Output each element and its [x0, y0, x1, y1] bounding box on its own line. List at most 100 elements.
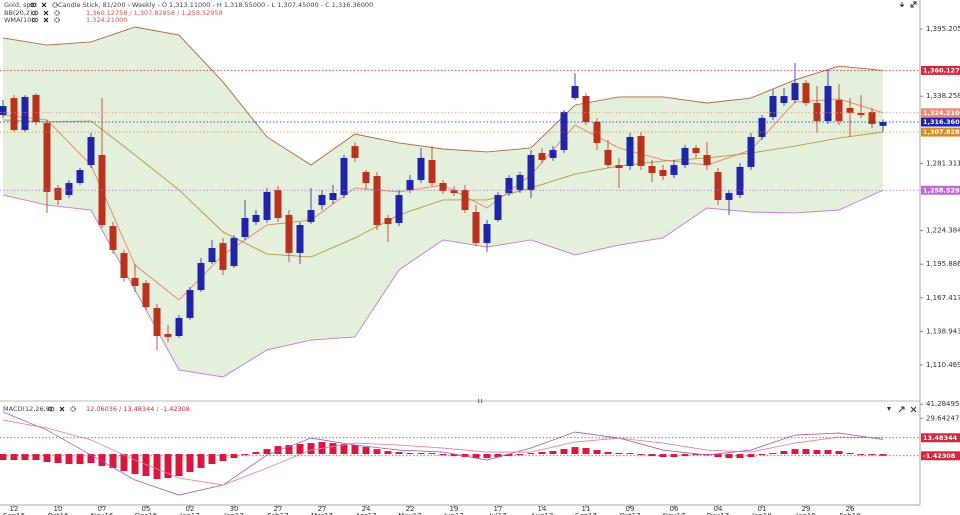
histogram-bar [131, 454, 139, 475]
candle-body [879, 122, 887, 126]
y-tick-label: 1,395.20572 [926, 25, 960, 33]
indicator-name: BB(20,2) [4, 9, 32, 17]
resize-handle[interactable] [481, 399, 483, 403]
y-tick-label: 1,167.41793 [926, 294, 960, 302]
histogram-bar [802, 449, 810, 455]
chart-subtitle: Candle Stick, 81/200 - Weekly - O 1,313.… [58, 1, 373, 9]
histogram-bar [857, 454, 865, 456]
histogram-bar [769, 453, 777, 455]
x-tick-sublabel: Sep17 [575, 512, 597, 515]
candle-body [615, 165, 623, 168]
histogram-bar [340, 444, 348, 455]
histogram-bar [0, 454, 7, 461]
x-tick-sublabel: Mar17 [311, 512, 333, 515]
x-tick-label: 14 [538, 505, 547, 513]
close-button[interactable] [910, 406, 917, 413]
band-fill [3, 26, 883, 377]
y-tick-label: 41.28495 [926, 400, 959, 408]
histogram-bar [120, 454, 128, 472]
y-tick-label: 1,110.46986 [926, 361, 960, 369]
candle-body [373, 176, 381, 225]
candle-body [263, 191, 271, 221]
y-tick-label: 1,338.25855 [926, 92, 960, 100]
histogram-bar [263, 449, 271, 455]
candle-body [109, 226, 117, 251]
candle-body [604, 149, 612, 166]
histogram-bar [846, 453, 854, 455]
candle-body [197, 262, 205, 291]
candle-body [549, 149, 557, 158]
candle-body [296, 224, 304, 253]
indicator-readout: 12.06036 / 13.48344 / -1.42308 [86, 405, 190, 413]
maximize-button[interactable] [898, 406, 905, 413]
histogram-bar [362, 447, 370, 455]
x-tick-label: 09 [626, 505, 635, 513]
x-tick-sublabel: May17 [398, 512, 421, 515]
candle-body [582, 96, 590, 122]
band-line [2, 26, 884, 166]
y-tick-label: 1,138.94345 [926, 327, 960, 335]
candle-body [175, 317, 183, 337]
candle-body [307, 210, 315, 223]
y-tick-label: 1,195.88662 [926, 260, 960, 268]
move-button[interactable] [887, 407, 891, 411]
candle-body [670, 165, 678, 175]
histogram-bar [164, 454, 172, 479]
histogram-bar [527, 453, 535, 455]
candle-body [450, 189, 458, 194]
candle-body [21, 96, 29, 131]
x-tick-sublabel: Oct16 [47, 512, 69, 515]
histogram-bar [175, 454, 183, 477]
indicator-name: WMA(10) [4, 16, 34, 24]
histogram-bar [560, 449, 568, 455]
marker-label: 1,258.52958 [923, 186, 960, 194]
histogram-bar [868, 454, 876, 456]
histogram-bar [285, 445, 293, 455]
marker-box [921, 127, 960, 137]
histogram-bar [813, 450, 821, 455]
candle-body [208, 248, 216, 263]
histogram-bar [516, 454, 524, 456]
candle-body [351, 146, 359, 158]
x-tick-label: 24 [362, 505, 371, 513]
histogram-bar [21, 454, 29, 461]
candle-body [65, 182, 73, 196]
candle-body [593, 121, 601, 143]
histogram-bar [219, 454, 227, 462]
x-tick-sublabel: Sep16 [3, 512, 26, 515]
histogram-bar [252, 452, 260, 455]
candle-body [219, 243, 227, 270]
histogram-bar [758, 454, 766, 456]
histogram-bar [450, 454, 458, 457]
candle-body [54, 187, 62, 200]
x-tick-label: 19 [450, 505, 459, 513]
candle-body [648, 165, 656, 173]
candle-body [428, 159, 436, 183]
x-tick-sublabel: Jan17 [223, 512, 244, 515]
histogram-bar [692, 454, 700, 456]
histogram-bar [549, 451, 557, 455]
resize-handle[interactable] [478, 399, 480, 403]
candle-body [406, 180, 414, 190]
maximize-button[interactable] [910, 1, 917, 8]
collapse-button[interactable] [899, 2, 905, 8]
candle-body [439, 182, 447, 192]
marker-label: -1.42308 [923, 452, 956, 460]
marker-box [921, 433, 960, 443]
x-tick-label: 05 [142, 505, 151, 513]
candle-body [681, 147, 689, 166]
candle-body [835, 100, 843, 122]
y-tick-label: 1,281.31130 [926, 159, 960, 167]
histogram-bar [626, 453, 634, 455]
histogram-bar [351, 445, 359, 455]
candle-body [857, 113, 865, 116]
marker-label: 1,307.82858 [923, 128, 960, 136]
histogram-bar [670, 454, 678, 458]
candle-body [142, 283, 150, 307]
histogram-bar [274, 446, 282, 455]
histogram-bar [538, 452, 546, 455]
candle-body [692, 147, 700, 154]
candle-body [120, 252, 128, 278]
histogram-bar [142, 454, 150, 477]
histogram-bar [582, 448, 590, 455]
